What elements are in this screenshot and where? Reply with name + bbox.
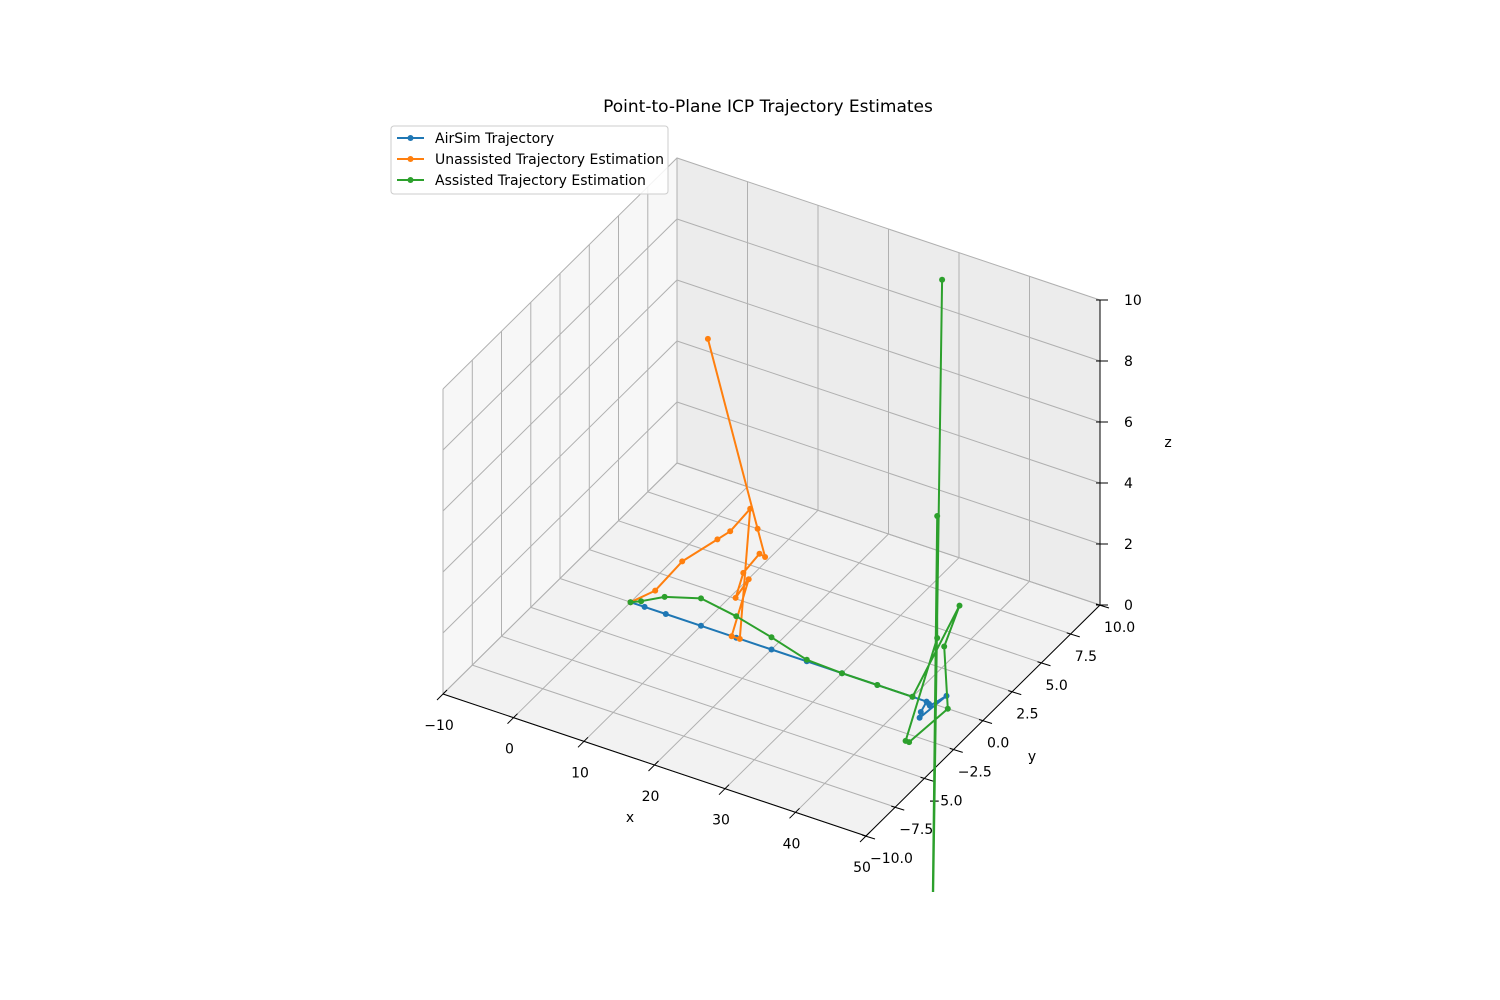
x-tick bbox=[859, 831, 871, 843]
x-tick-label: 50 bbox=[853, 860, 871, 876]
z-gridline bbox=[442, 279, 1101, 512]
series-point-1 bbox=[641, 603, 648, 610]
series-point-3 bbox=[909, 693, 916, 700]
z-tick-label: 8 bbox=[1124, 354, 1133, 370]
series-point-1 bbox=[916, 714, 923, 721]
z-gridline bbox=[442, 218, 1101, 451]
series-point-3 bbox=[733, 613, 740, 620]
series-point-2 bbox=[747, 505, 754, 512]
x-tick bbox=[648, 760, 659, 772]
series-point-3 bbox=[934, 513, 941, 519]
x-tick-label: 20 bbox=[642, 789, 660, 805]
legend-marker-1 bbox=[407, 135, 414, 141]
y-tick bbox=[1066, 632, 1080, 638]
series-point-3 bbox=[939, 276, 946, 283]
y-tick bbox=[1008, 690, 1022, 696]
series-point-2 bbox=[754, 525, 761, 532]
x-axis-label: x bbox=[626, 810, 634, 826]
x-tick-label: 40 bbox=[783, 836, 801, 852]
series-point-3 bbox=[874, 682, 881, 688]
y-tick-label: −2.5 bbox=[958, 764, 992, 780]
series-point-1 bbox=[768, 646, 775, 653]
series-point-3 bbox=[661, 593, 668, 600]
y-tick-label: −10.0 bbox=[870, 851, 913, 867]
x-tick bbox=[436, 689, 448, 701]
tick-labels: −1001020304050−10.0−7.5−5.0−2.50.02.55.0… bbox=[424, 293, 1142, 876]
legend-marker-2 bbox=[407, 156, 414, 162]
y-tick bbox=[861, 834, 876, 840]
series-point-2 bbox=[728, 633, 735, 640]
series-point-2 bbox=[679, 558, 686, 565]
y-tick bbox=[1037, 661, 1051, 667]
series-group bbox=[627, 276, 963, 892]
plot-series bbox=[627, 276, 963, 892]
series-point-2 bbox=[652, 587, 659, 594]
z-axis-label: z bbox=[1164, 435, 1171, 451]
y-tick bbox=[920, 776, 934, 782]
y-tick-label: −7.5 bbox=[899, 822, 933, 838]
x-tick bbox=[718, 784, 730, 796]
y-tick-label: 7.5 bbox=[1075, 649, 1097, 665]
y-tick bbox=[891, 805, 905, 811]
y-tick-label: 5.0 bbox=[1046, 678, 1068, 694]
y-axis-label: y bbox=[1028, 749, 1036, 765]
series-point-2 bbox=[704, 335, 711, 342]
series-point-3 bbox=[944, 705, 951, 712]
x-tick-label: 0 bbox=[505, 742, 514, 758]
series-point-1 bbox=[917, 709, 924, 715]
x-tick-label: 10 bbox=[571, 765, 589, 781]
legend-box bbox=[390, 125, 669, 195]
series-point-3 bbox=[902, 737, 909, 744]
x-tick-label: −10 bbox=[424, 718, 454, 734]
chart-title: Point-to-Plane ICP Trajectory Estimates bbox=[603, 97, 933, 117]
tick-marks bbox=[436, 299, 1110, 843]
series-point-3 bbox=[638, 598, 645, 605]
y-tick bbox=[978, 719, 993, 724]
series-point-3 bbox=[627, 599, 634, 606]
series-point-3 bbox=[839, 670, 845, 677]
y-tick-label: 0.0 bbox=[987, 736, 1009, 752]
series-point-2 bbox=[745, 576, 752, 583]
y-tick-label: 2.5 bbox=[1016, 707, 1038, 723]
y-tick-label: 10.0 bbox=[1104, 620, 1135, 636]
series-point-2 bbox=[756, 550, 763, 557]
z-gridline bbox=[442, 462, 1101, 695]
series-point-2 bbox=[762, 554, 769, 560]
y-tick bbox=[949, 747, 963, 753]
series-point-1 bbox=[698, 622, 704, 629]
z-gridline bbox=[442, 157, 1101, 390]
z-tick-label: 4 bbox=[1124, 476, 1133, 492]
x-tick bbox=[789, 807, 800, 819]
z-gridline bbox=[442, 401, 1101, 634]
series-point-3 bbox=[956, 602, 963, 609]
series-point-2 bbox=[740, 569, 747, 576]
z-gridline bbox=[442, 340, 1101, 573]
series-point-3 bbox=[803, 656, 810, 663]
axes-panes bbox=[442, 156, 1101, 837]
x-tick-label: 30 bbox=[712, 813, 730, 829]
legend-entry-2: Unassisted Trajectory Estimation bbox=[435, 152, 664, 168]
legend-marker-3 bbox=[407, 177, 414, 183]
x-tick bbox=[577, 736, 589, 748]
z-tick-label: 6 bbox=[1124, 415, 1133, 431]
series-point-1 bbox=[926, 700, 932, 707]
x-tick bbox=[507, 713, 518, 725]
y-tick-label: −5.0 bbox=[929, 793, 963, 809]
series-point-2 bbox=[736, 635, 743, 642]
z-tick-label: 2 bbox=[1124, 537, 1133, 553]
series-point-3 bbox=[698, 595, 704, 602]
legend-entry-1: AirSim Trajectory bbox=[435, 131, 554, 147]
series-point-2 bbox=[714, 536, 721, 543]
legend-entry-3: Assisted Trajectory Estimation bbox=[435, 173, 646, 189]
series-point-3 bbox=[934, 635, 941, 641]
z-tick-label: 10 bbox=[1124, 293, 1142, 309]
series-point-2 bbox=[727, 528, 734, 535]
legend: AirSim Trajectory Unassisted Trajectory E… bbox=[390, 125, 669, 195]
z-tick-label: 0 bbox=[1124, 598, 1133, 614]
series-point-3 bbox=[941, 643, 948, 650]
series-point-2 bbox=[732, 594, 739, 601]
series-point-3 bbox=[768, 634, 775, 641]
series-point-1 bbox=[662, 611, 669, 617]
